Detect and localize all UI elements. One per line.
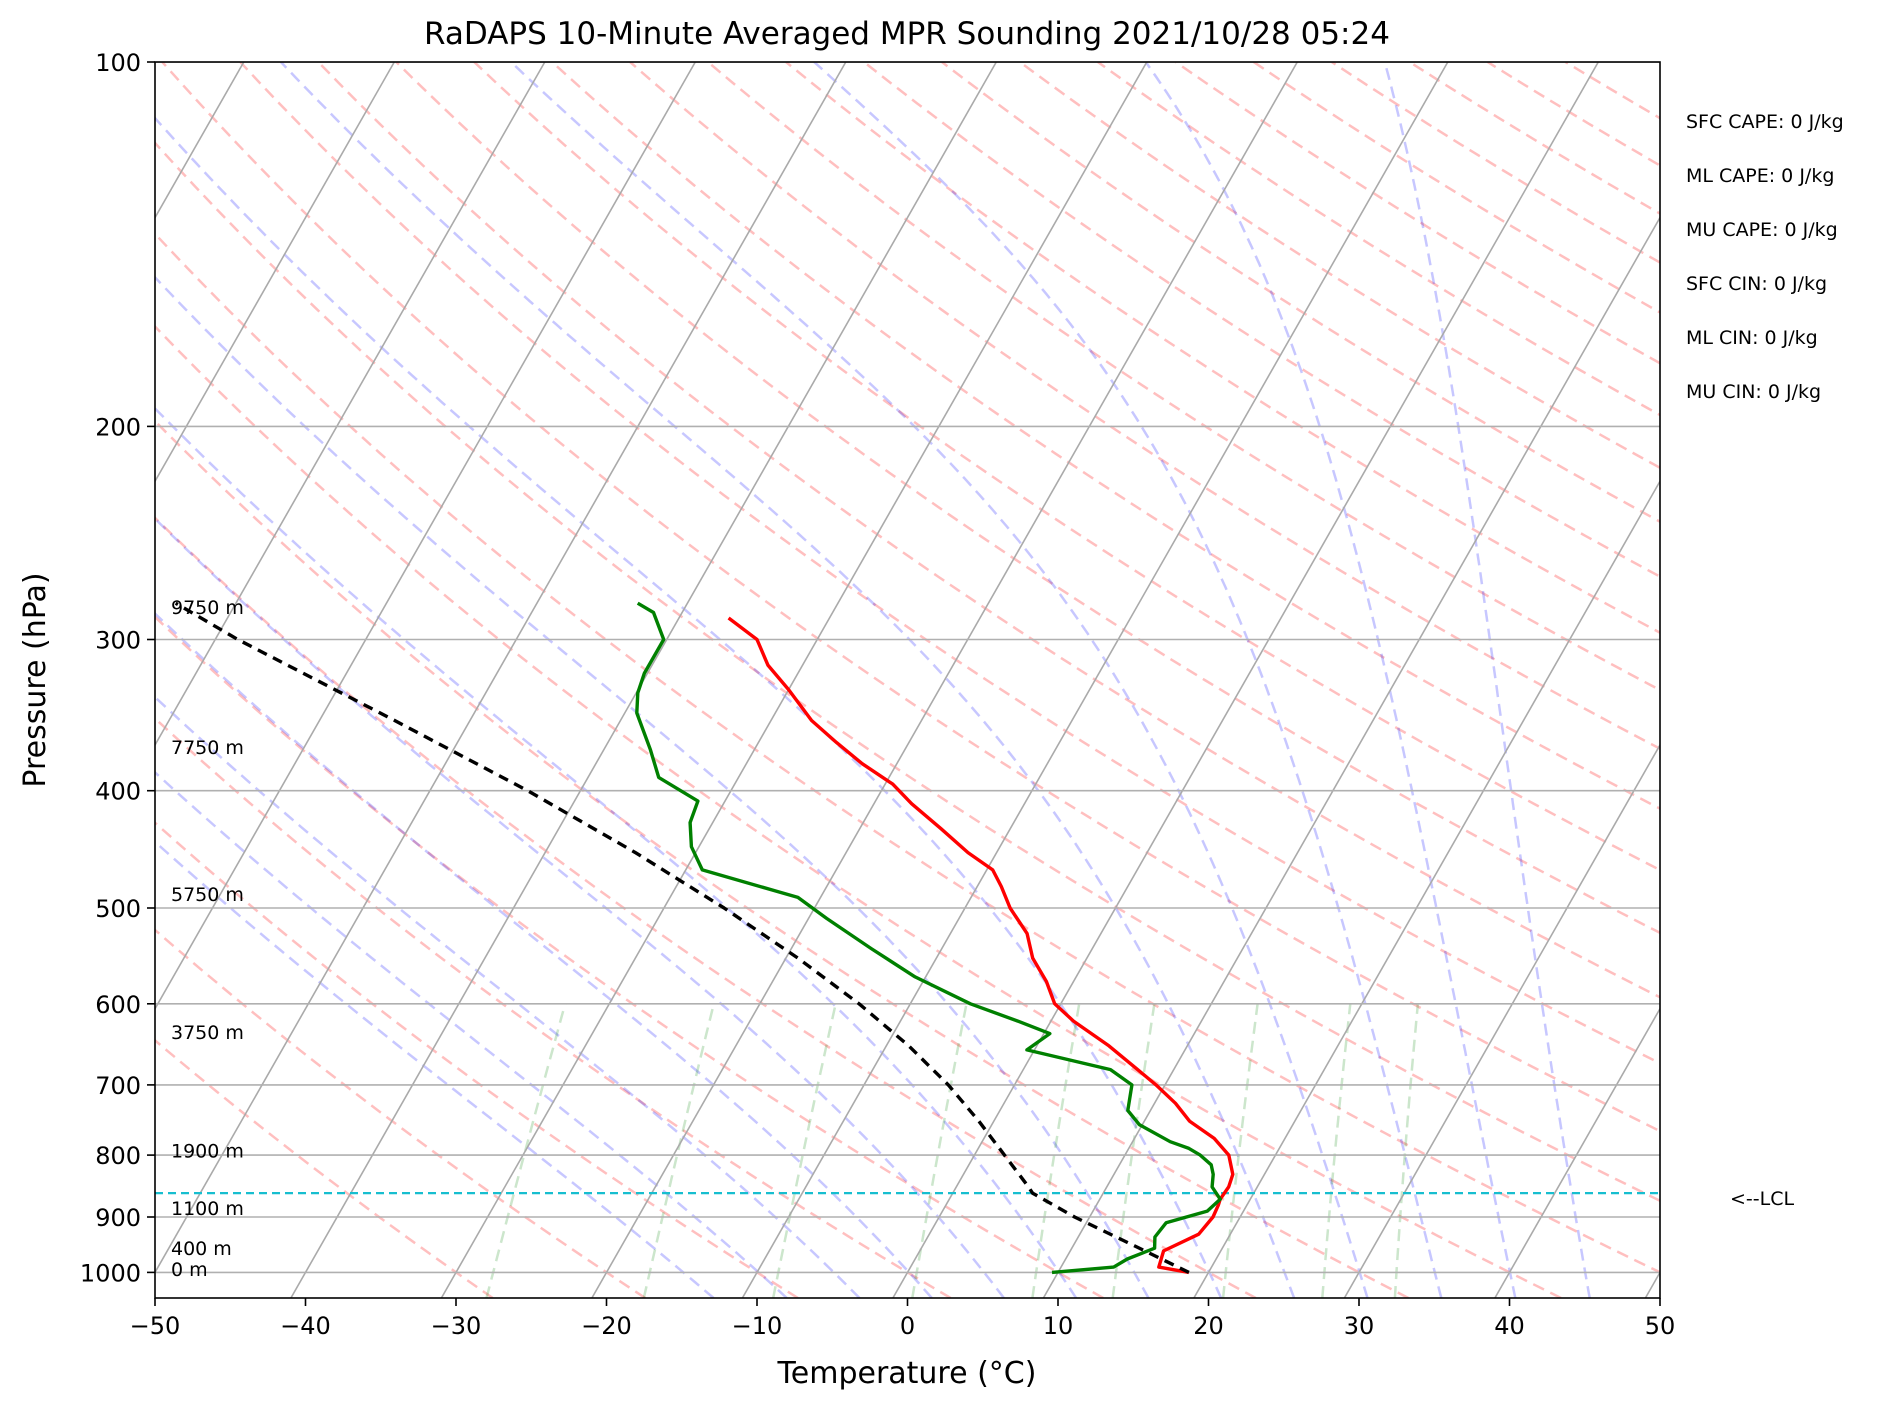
chart-title: RaDAPS 10-Minute Averaged MPR Sounding 2… — [424, 16, 1390, 52]
dry-adiabat-line — [863, 62, 1660, 579]
isotherm-line — [892, 62, 1599, 1298]
moist-adiabat-line — [1144, 62, 1517, 1298]
dry-adiabat-line — [155, 1038, 494, 1298]
isotherm-line — [591, 62, 1298, 1298]
parcel-line — [174, 601, 1190, 1274]
x-tick-label: −50 — [130, 1312, 181, 1340]
stability-indices: SFC CAPE: 0 J/kg ML CAPE: 0 J/kg MU CAPE: … — [1686, 111, 1844, 403]
dry-adiabat-line — [785, 62, 1660, 635]
moist-adiabat-line — [813, 62, 1443, 1298]
isotherm-line — [155, 62, 847, 1275]
dry-adiabat-line — [707, 62, 1660, 692]
y-tick-label: 100 — [95, 49, 141, 77]
dry-adiabat-line — [155, 232, 1660, 1274]
dry-adiabat-line — [155, 716, 952, 1298]
mixing-ratio-line — [642, 1003, 716, 1298]
stability-index-text: ML CAPE: 0 J/kg — [1686, 165, 1834, 187]
x-tick-label: −30 — [431, 1312, 482, 1340]
dry-adiabat-line — [155, 141, 1660, 1203]
moist-adiabat-line — [155, 517, 1005, 1298]
y-axis-label: Pressure (hPa) — [18, 572, 53, 787]
dry-adiabat-line — [155, 419, 1409, 1298]
x-tick-label: 40 — [1494, 1312, 1525, 1340]
dry-adiabat-line — [1174, 62, 1660, 365]
background-lines — [155, 62, 1660, 1298]
stability-index-text: MU CAPE: 0 J/kg — [1686, 219, 1838, 241]
x-axis-label: Temperature (°C) — [777, 1356, 1037, 1391]
height-label: 400 m — [171, 1238, 232, 1260]
dry-adiabat-line — [395, 62, 1660, 935]
x-tick-label: −40 — [280, 1312, 331, 1340]
dry-adiabat-line — [1253, 62, 1660, 314]
y-tick-label: 1000 — [80, 1259, 141, 1287]
moist-adiabat-line — [155, 406, 1078, 1298]
y-tick-label: 800 — [95, 1142, 141, 1170]
dry-adiabat-line — [941, 62, 1660, 524]
height-label: 1900 m — [171, 1140, 244, 1162]
stability-index-text: ML CIN: 0 J/kg — [1686, 327, 1818, 349]
mixing-ratio-line — [1393, 1003, 1420, 1298]
y-tick-label: 500 — [95, 895, 141, 923]
y-axis-ticks: 100 200 300 400 500 600 700 800 900 1000 — [80, 49, 155, 1287]
isotherm-line — [155, 62, 395, 483]
moist-adiabat-line — [155, 840, 715, 1298]
pressure-grid — [155, 62, 1660, 1274]
dry-adiabat-line — [629, 62, 1660, 751]
moist-adiabat-line — [510, 62, 1369, 1298]
moist-adiabat-line — [155, 611, 933, 1298]
mixing-ratio-line — [771, 1003, 837, 1298]
isotherm-line — [1193, 479, 1660, 1298]
x-tick-label: 0 — [900, 1312, 915, 1340]
height-label: 1100 m — [171, 1198, 244, 1220]
height-label: 3750 m — [171, 1022, 244, 1044]
dry-adiabat-line — [155, 324, 1562, 1298]
height-label: 5750 m — [171, 884, 244, 906]
isotherm-line — [1343, 743, 1660, 1298]
isotherm-line — [440, 62, 1148, 1298]
isotherm-line — [1042, 215, 1660, 1298]
x-tick-label: 10 — [1043, 1312, 1074, 1340]
x-axis-ticks: −50 −40 −30 −20 −10 0 10 20 30 40 50 — [130, 1298, 1676, 1340]
dry-adiabat-line — [551, 62, 1660, 811]
y-tick-label: 200 — [95, 413, 141, 441]
stability-index-text: SFC CIN: 0 J/kg — [1686, 273, 1827, 295]
isotherm-line — [155, 62, 696, 1011]
height-label: 9750 m — [171, 597, 244, 619]
moist-adiabat-line — [279, 62, 1296, 1298]
y-tick-label: 900 — [95, 1204, 141, 1232]
moist-adiabat-line — [155, 116, 1223, 1298]
height-label: 0 m — [171, 1259, 208, 1281]
moist-adiabat-line — [155, 695, 861, 1298]
x-tick-label: 30 — [1344, 1312, 1375, 1340]
mixing-ratio-line — [1221, 1003, 1259, 1298]
y-tick-label: 300 — [95, 627, 141, 655]
x-tick-label: −10 — [732, 1312, 783, 1340]
dewpoint-line — [635, 601, 1222, 1275]
profile-lines — [174, 601, 1235, 1275]
dry-adiabat-line — [155, 821, 799, 1298]
x-tick-label: 20 — [1193, 1312, 1224, 1340]
dry-adiabat-line — [473, 62, 1660, 872]
isotherm-line — [155, 62, 546, 747]
x-tick-label: 50 — [1645, 1312, 1676, 1340]
x-tick-label: −20 — [581, 1312, 632, 1340]
lcl-label: <--LCL — [1730, 1188, 1794, 1210]
mixing-ratio-line — [1111, 1003, 1156, 1298]
mixing-ratio-line — [1031, 1003, 1081, 1298]
stability-index-text: SFC CAPE: 0 J/kg — [1686, 111, 1844, 133]
y-tick-label: 600 — [95, 991, 141, 1019]
y-tick-label: 700 — [95, 1072, 141, 1100]
isotherm-line — [1494, 1007, 1660, 1298]
dry-adiabat-line — [161, 62, 1660, 1133]
dry-adiabat-line — [239, 62, 1660, 1065]
mixing-ratio-line — [1321, 1003, 1352, 1298]
height-label: 7750 m — [171, 737, 244, 759]
y-tick-label: 400 — [95, 778, 141, 806]
dry-adiabat-line — [155, 516, 1257, 1298]
stability-index-text: MU CIN: 0 J/kg — [1686, 381, 1821, 403]
isotherm-line — [741, 62, 1449, 1298]
